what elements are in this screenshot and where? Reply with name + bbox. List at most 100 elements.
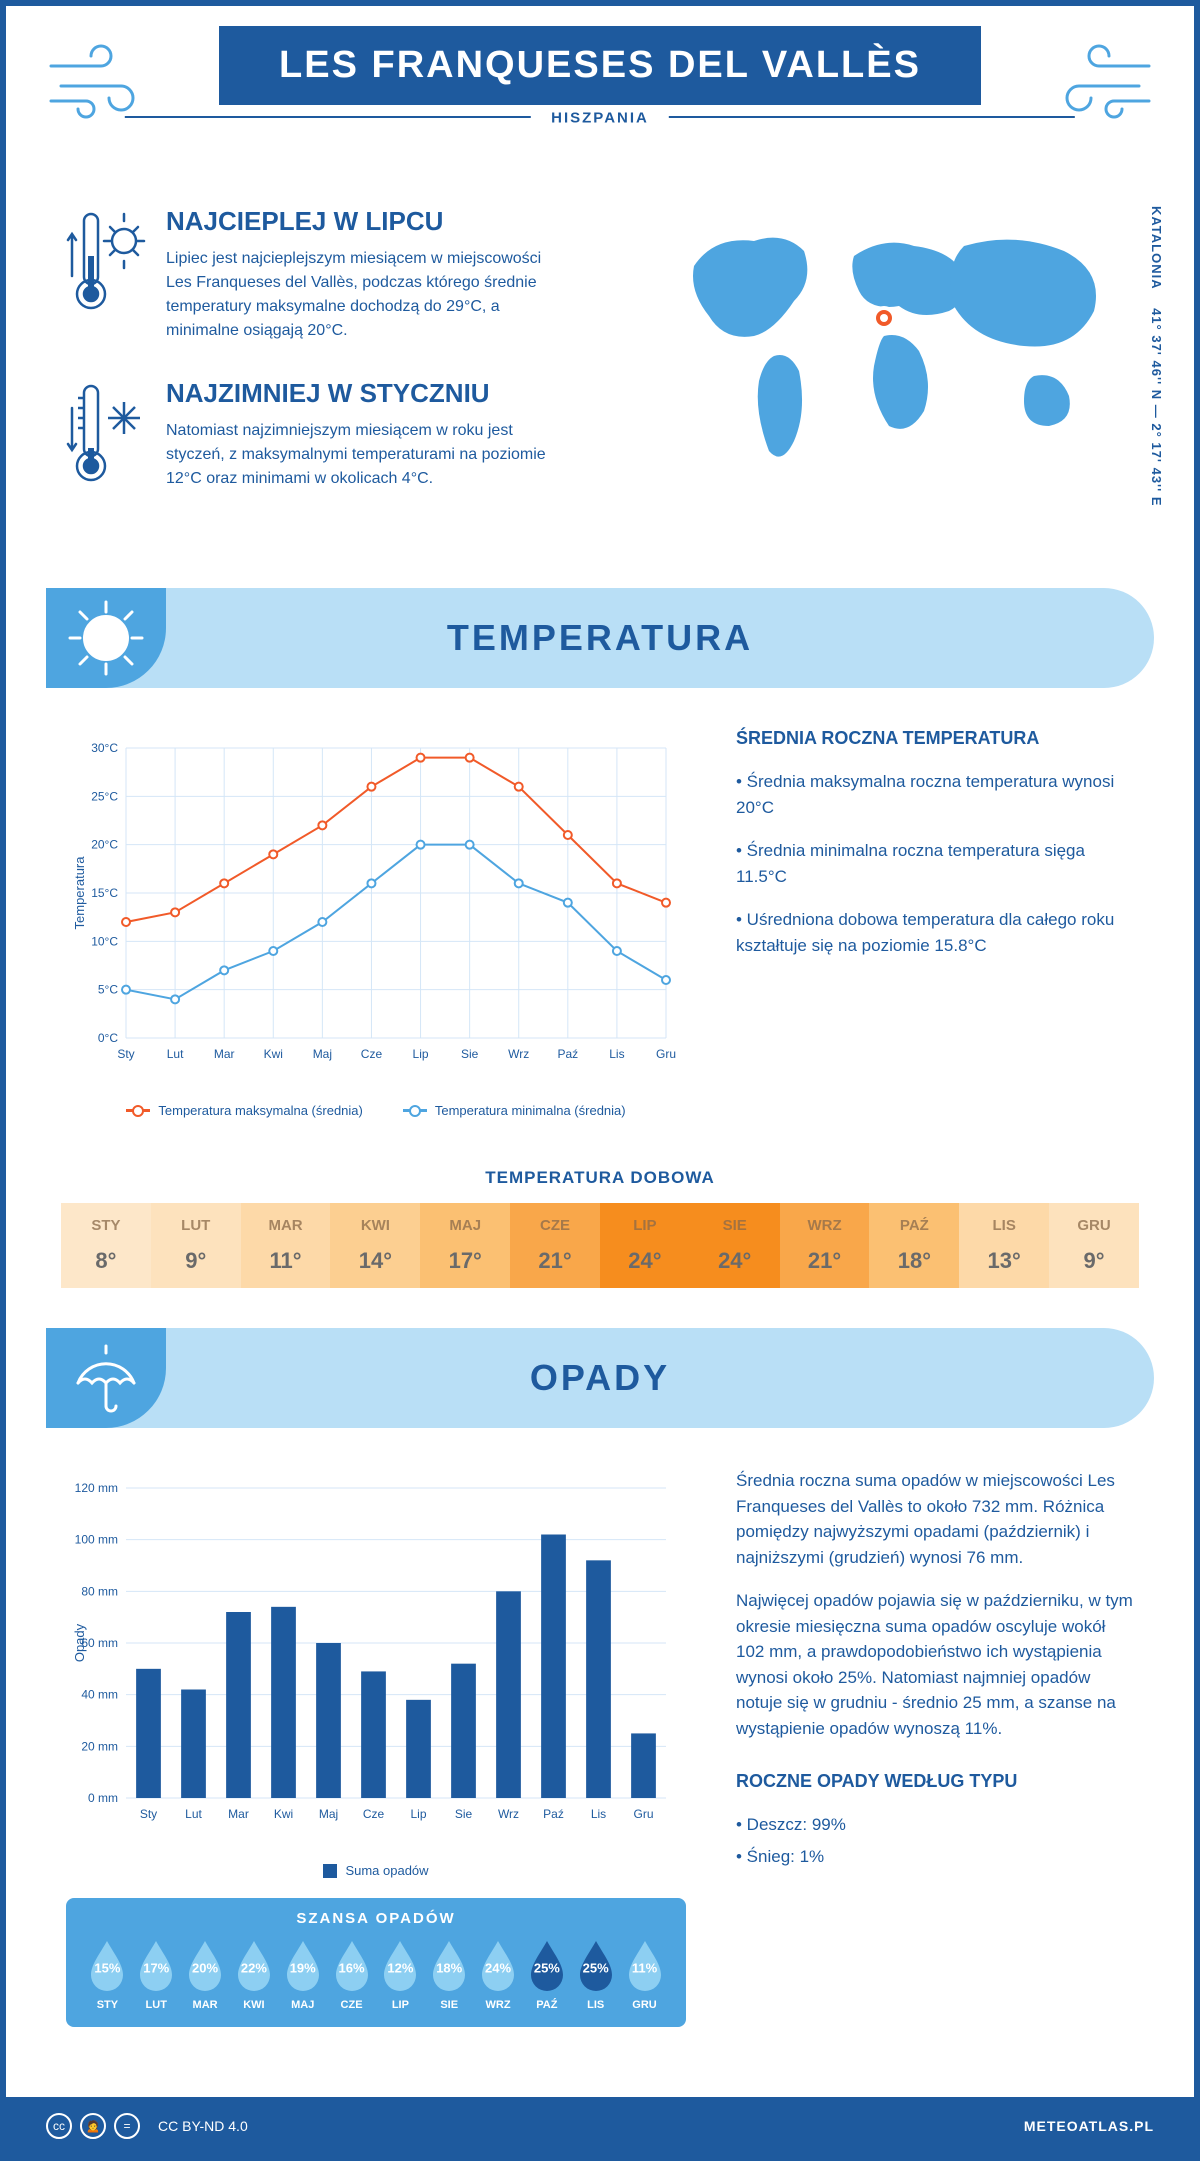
wind-icon [1044,41,1154,121]
svg-text:Lut: Lut [185,1807,202,1821]
daily-temp-cell: LIP24° [600,1203,690,1288]
chance-drop: 19%MAJ [281,1939,324,2011]
coldest-block: NAJZIMNIEJ W STYCZNIU Natomiast najzimni… [66,378,614,493]
subtitle-line: HISZPANIA [125,116,1075,136]
svg-text:Lis: Lis [609,1047,624,1061]
precip-bar-chart: 0 mm20 mm40 mm60 mm80 mm100 mm120 mmStyL… [66,1468,686,2027]
svg-text:Sty: Sty [140,1807,157,1821]
daily-temp-cell: GRU9° [1049,1203,1139,1288]
svg-text:Temperatura: Temperatura [72,856,87,930]
svg-text:Maj: Maj [313,1047,332,1061]
info-section: NAJCIEPLEJ W LIPCU Lipiec jest najcieple… [6,176,1194,568]
daily-temp-cell: KWI14° [330,1203,420,1288]
svg-text:Lis: Lis [591,1807,606,1821]
chance-title: SZANSA OPADÓW [86,1910,666,1927]
coldest-title: NAJZIMNIEJ W STYCZNIU [166,378,566,409]
temperature-summary: ŚREDNIA ROCZNA TEMPERATURA • Średnia mak… [736,728,1134,1118]
chance-drop: 25%LIS [574,1939,617,2011]
footer: cc 🙍 = CC BY-ND 4.0 METEOATLAS.PL [6,2097,1194,2155]
hottest-block: NAJCIEPLEJ W LIPCU Lipiec jest najcieple… [66,206,614,343]
svg-text:Wrz: Wrz [508,1047,529,1061]
thermometer-cold-icon [66,378,146,488]
chance-drop: 11%GRU [623,1939,666,2011]
sun-icon [66,598,146,678]
svg-text:Gru: Gru [633,1807,653,1821]
daily-temp-title: TEMPERATURA DOBOWA [6,1168,1194,1188]
svg-text:20 mm: 20 mm [81,1739,118,1753]
chart-legend: Temperatura maksymalna (średnia) Tempera… [66,1103,686,1118]
chance-drop: 16%CZE [330,1939,373,2011]
svg-text:5°C: 5°C [98,983,118,997]
umbrella-icon [66,1338,146,1418]
temperature-line-chart: 0°C5°C10°C15°C20°C25°C30°CStyLutMarKwiMa… [66,728,686,1118]
svg-text:Sie: Sie [461,1047,479,1061]
chance-drop: 24%WRZ [477,1939,520,2011]
precip-info-para: Najwięcej opadów pojawia się w październ… [736,1588,1134,1741]
daily-temp-strip: STY8°LUT9°MAR11°KWI14°MAJ17°CZE21°LIP24°… [61,1203,1139,1288]
daily-temp-cell: MAJ17° [420,1203,510,1288]
section-title: TEMPERATURA [447,617,753,659]
site-name: METEOATLAS.PL [1024,2118,1154,2134]
nd-icon: = [114,2113,140,2139]
chance-drop: 22%KWI [232,1939,275,2011]
daily-temp-cell: LIS13° [959,1203,1049,1288]
svg-text:30°C: 30°C [91,741,118,755]
svg-text:15°C: 15°C [91,886,118,900]
daily-temp-cell: WRZ21° [780,1203,870,1288]
svg-text:40 mm: 40 mm [81,1688,118,1702]
svg-text:Gru: Gru [656,1047,676,1061]
section-header-precip: OPADY [46,1328,1154,1428]
hottest-title: NAJCIEPLEJ W LIPCU [166,206,566,237]
svg-text:Mar: Mar [214,1047,235,1061]
page-title: LES FRANQUESES DEL VALLÈS [219,26,981,105]
svg-text:20°C: 20°C [91,838,118,852]
precip-info-para: Średnia roczna suma opadów w miejscowośc… [736,1468,1134,1570]
svg-text:10°C: 10°C [91,934,118,948]
svg-text:25°C: 25°C [91,789,118,803]
svg-text:0 mm: 0 mm [88,1791,118,1805]
by-icon: 🙍 [80,2113,106,2139]
chance-drop: 18%SIE [428,1939,471,2011]
chance-drop: 12%LIP [379,1939,422,2011]
coordinates: KATALONIA 41° 37' 46'' N — 2° 17' 43'' E [1149,206,1164,507]
svg-text:Lip: Lip [410,1807,426,1821]
svg-text:Opady: Opady [72,1623,87,1662]
daily-temp-cell: LUT9° [151,1203,241,1288]
svg-text:Mar: Mar [228,1807,249,1821]
svg-text:Kwi: Kwi [274,1807,293,1821]
precip-type-item: • Śnieg: 1% [736,1844,1134,1870]
precip-type-item: • Deszcz: 99% [736,1812,1134,1838]
svg-text:Lip: Lip [413,1047,429,1061]
chance-drop: 25%PAŹ [525,1939,568,2011]
temp-info-item: • Uśredniona dobowa temperatura dla całe… [736,907,1134,958]
svg-text:Sie: Sie [455,1807,473,1821]
cc-icon: cc [46,2113,72,2139]
section-header-temperature: TEMPERATURA [46,588,1154,688]
precip-chance-box: SZANSA OPADÓW 15%STY17%LUT20%MAR22%KWI19… [66,1898,686,2027]
daily-temp-cell: CZE21° [510,1203,600,1288]
wind-icon [46,41,156,121]
header: LES FRANQUESES DEL VALLÈS HISZPANIA [6,6,1194,176]
chance-drop: 15%STY [86,1939,129,2011]
svg-text:0°C: 0°C [98,1031,118,1045]
svg-text:100 mm: 100 mm [75,1533,118,1547]
svg-text:Paź: Paź [543,1807,564,1821]
daily-temp-cell: PAŹ18° [869,1203,959,1288]
svg-text:Lut: Lut [167,1047,184,1061]
temp-info-item: • Średnia maksymalna roczna temperatura … [736,769,1134,820]
svg-text:Wrz: Wrz [498,1807,519,1821]
svg-text:Cze: Cze [363,1807,385,1821]
precip-type-title: ROCZNE OPADY WEDŁUG TYPU [736,1771,1134,1792]
map-marker [872,306,896,330]
chart-legend: Suma opadów [66,1863,686,1878]
svg-text:120 mm: 120 mm [75,1481,118,1495]
daily-temp-cell: STY8° [61,1203,151,1288]
svg-text:Sty: Sty [117,1047,134,1061]
precip-summary: Średnia roczna suma opadów w miejscowośc… [736,1468,1134,2027]
svg-text:Cze: Cze [361,1047,383,1061]
world-map: KATALONIA 41° 37' 46'' N — 2° 17' 43'' E [654,206,1134,528]
chance-drop: 20%MAR [184,1939,227,2011]
license-badge: cc 🙍 = CC BY-ND 4.0 [46,2113,248,2139]
page-subtitle: HISZPANIA [531,110,669,127]
hottest-desc: Lipiec jest najcieplejszym miesiącem w m… [166,247,566,343]
